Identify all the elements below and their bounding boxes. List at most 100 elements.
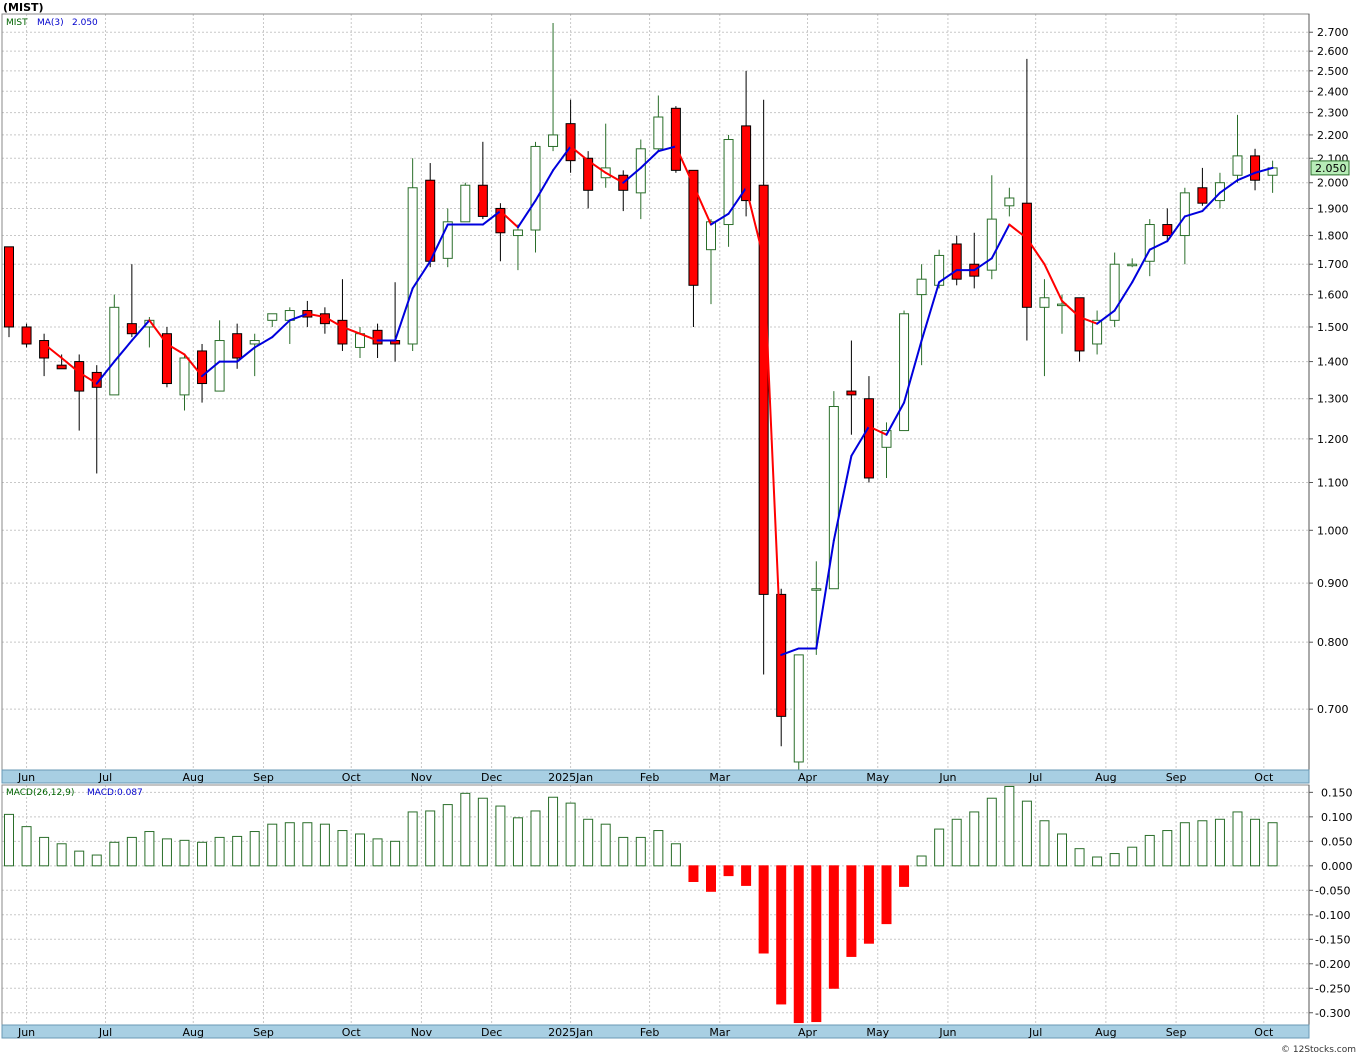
price-x-tick-label: Jun — [938, 771, 956, 784]
ma-segment — [885, 401, 906, 436]
macd-bar-positive — [670, 843, 681, 867]
ma-segment — [973, 257, 993, 272]
macd-bar-positive — [4, 813, 14, 867]
ma-segment — [183, 353, 204, 378]
macd-y-tick-label: -0.300 — [1315, 1007, 1350, 1020]
ma-segment — [323, 316, 344, 328]
candle-down — [197, 343, 208, 403]
candle-down — [565, 99, 576, 173]
candle-body — [161, 333, 172, 385]
price-y-tick-label: 1.700 — [1317, 258, 1349, 271]
macd-y-tick-label: -0.050 — [1315, 884, 1350, 897]
macd-bar-negative — [776, 865, 787, 1005]
macd-y-axis: 0.150 0.100 0.050 0.000 -0.050 -0.100 -0.150 -0… — [1309, 786, 1353, 1020]
macd-bar-positive — [144, 831, 155, 867]
ma-segment — [1254, 166, 1274, 174]
macd-bar-positive — [548, 796, 559, 867]
price-y-tick-label: 1.900 — [1317, 202, 1349, 215]
macd-x-tick-label: Mar — [709, 1026, 730, 1039]
candle-body — [828, 406, 839, 590]
price-y-tick-label: 1.000 — [1317, 524, 1349, 537]
macd-bar-positive — [1057, 833, 1067, 867]
macd-bar-positive — [1179, 822, 1190, 867]
candle-up — [1127, 258, 1138, 268]
ma-segment — [1131, 248, 1151, 284]
candle-up — [1039, 279, 1050, 377]
price-legend-symbol: MIST — [6, 18, 28, 28]
macd-x-tick-label: Feb — [640, 1026, 659, 1039]
ma-segment — [236, 346, 256, 363]
ma-segment — [43, 342, 63, 360]
macd-y-tick-label: 0.150 — [1321, 786, 1353, 799]
candle-body — [811, 588, 822, 591]
candle-up — [249, 333, 260, 377]
ma-segment — [394, 287, 414, 342]
candle-down — [21, 323, 32, 348]
macd-bar-positive — [91, 854, 102, 867]
ma-segment — [429, 223, 449, 263]
candle-body — [1109, 263, 1120, 321]
macd-x-tick-label: Oct — [342, 1026, 362, 1039]
candle-body — [688, 169, 699, 286]
macd-x-tick-label: Aug — [1095, 1026, 1116, 1039]
candle-body — [565, 123, 576, 162]
candle-body — [214, 340, 225, 392]
price-y-tick-label: 2.300 — [1317, 107, 1349, 120]
price-x-tick-label: Dec — [481, 771, 502, 784]
candle-down — [477, 141, 488, 220]
candle-body — [881, 430, 892, 448]
ma-segment — [587, 159, 607, 174]
candle-body — [1232, 155, 1243, 176]
ma-segment — [148, 319, 168, 345]
price-x-axis-band — [1, 769, 1310, 784]
candle-up — [460, 182, 471, 223]
ma-segment — [920, 281, 941, 342]
macd-y-tick-label: 0.000 — [1321, 860, 1353, 873]
ma-segment — [253, 336, 274, 349]
ma-segment — [569, 145, 590, 162]
candle-body — [706, 221, 716, 251]
candle-up — [899, 310, 910, 432]
candle-body — [495, 207, 506, 234]
price-y-tick-label: 2.000 — [1317, 177, 1349, 190]
candle-body — [530, 145, 541, 231]
macd-bar-positive — [565, 802, 576, 867]
candle-up — [179, 354, 190, 411]
candle-up — [109, 294, 120, 396]
ma-segment — [745, 186, 765, 260]
candle-body — [1144, 224, 1155, 262]
ma-segment — [990, 223, 1011, 260]
macd-bar-positive — [1039, 820, 1050, 867]
macd-x-tick-label: Nov — [411, 1026, 433, 1039]
ma-segment — [1166, 215, 1186, 243]
macd-x-tick-label: Jun — [17, 1026, 35, 1039]
candle-body — [670, 107, 681, 171]
candle-body — [267, 313, 278, 321]
macd-bar-positive — [530, 810, 541, 867]
macd-x-axis: Jun Jul Aug Sep Oct Nov Dec 2025Jan Feb Mar Apr May… — [17, 1026, 1274, 1039]
price-x-tick-label: Nov — [411, 771, 433, 784]
macd-bar-positive — [56, 843, 67, 867]
candle-body — [758, 184, 769, 595]
candle-body — [863, 398, 874, 479]
ma-segment — [1061, 299, 1081, 319]
price-x-tick-label: Oct — [1254, 771, 1274, 784]
macd-bar-positive — [1021, 800, 1032, 867]
ma-segment — [481, 210, 502, 226]
macd-bar-negative — [688, 865, 699, 882]
price-y-tick-label: 1.100 — [1317, 477, 1349, 490]
macd-bar-positive — [267, 823, 278, 867]
candle-body — [56, 364, 67, 370]
ma-segment — [271, 319, 291, 339]
macd-bar-negative — [863, 865, 874, 944]
candle-down — [688, 169, 699, 327]
candle-down — [863, 376, 874, 483]
candle-up — [1232, 114, 1243, 183]
ma-segment — [1008, 223, 1028, 240]
ma-segment — [762, 257, 783, 656]
macd-bar-positive — [477, 797, 488, 867]
macd-x-axis-band — [1, 1024, 1310, 1039]
candle-up — [916, 264, 927, 366]
candle-body — [425, 179, 436, 262]
ma-segment — [832, 454, 853, 542]
